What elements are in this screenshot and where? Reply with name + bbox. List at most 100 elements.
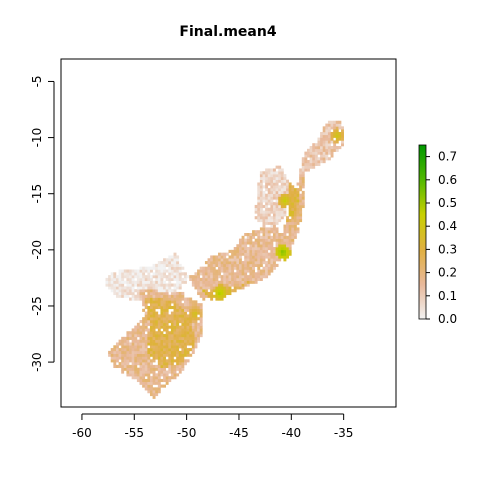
raster-cell — [293, 207, 297, 211]
raster-cell — [223, 272, 227, 276]
raster-cell — [246, 283, 250, 287]
raster-cell — [152, 342, 156, 346]
raster-cell — [176, 373, 180, 377]
raster-cell — [134, 364, 138, 369]
raster-cell — [257, 182, 261, 186]
raster-cell — [265, 233, 269, 237]
raster-cell — [155, 266, 159, 270]
raster-cell — [123, 294, 127, 298]
raster-cell — [299, 182, 303, 186]
raster-cell — [189, 328, 193, 332]
raster-cell — [312, 148, 316, 152]
raster-cell — [168, 367, 172, 371]
raster-cell — [129, 356, 132, 360]
raster-cell — [272, 252, 276, 256]
raster-cell — [149, 392, 153, 397]
raster-cell — [170, 314, 174, 318]
raster-cell — [275, 263, 279, 267]
raster-cell — [186, 308, 190, 312]
colorbar-tick-label: 0.5 — [438, 196, 457, 210]
raster-cell — [155, 294, 159, 298]
raster-cell — [210, 286, 214, 290]
raster-cell — [288, 213, 292, 217]
raster-cell — [197, 277, 201, 282]
raster-cell — [165, 331, 169, 335]
raster-cell — [139, 328, 143, 332]
raster-cell — [176, 286, 180, 290]
raster-cell — [286, 193, 289, 197]
raster-cell — [131, 269, 135, 273]
raster-cell — [178, 317, 182, 321]
raster-cell — [231, 289, 235, 293]
raster-cell — [178, 362, 182, 366]
raster-cell — [291, 241, 295, 245]
raster-cell — [322, 137, 326, 141]
raster-cell — [207, 277, 211, 282]
raster-cell — [157, 283, 161, 287]
raster-cell — [223, 280, 227, 284]
raster-cell — [147, 320, 151, 324]
raster-cell — [291, 235, 295, 239]
raster-cell — [165, 311, 169, 315]
raster-cell — [218, 294, 221, 298]
raster-cell — [299, 199, 303, 203]
raster-cell — [267, 241, 271, 245]
raster-cell — [149, 359, 153, 363]
raster-cell — [147, 289, 151, 293]
raster-cell — [147, 381, 151, 385]
raster-cell — [317, 146, 321, 150]
raster-cell — [184, 280, 187, 284]
raster-cell — [341, 134, 344, 138]
raster-cell — [176, 269, 180, 273]
raster-cell — [246, 263, 250, 267]
raster-cell — [236, 275, 240, 279]
raster-cell — [283, 188, 287, 192]
raster-cell — [131, 370, 135, 374]
raster-cell — [246, 255, 250, 259]
raster-cell — [246, 277, 250, 282]
raster-cell — [157, 356, 161, 360]
raster-cell — [142, 291, 146, 296]
raster-cell — [123, 280, 127, 284]
raster-cell — [215, 291, 219, 296]
raster-cell — [325, 129, 329, 133]
raster-cell — [288, 221, 292, 225]
raster-cell — [270, 235, 274, 239]
raster-cell — [126, 339, 130, 343]
raster-cell — [191, 328, 195, 332]
raster-cell — [288, 207, 292, 211]
raster-cell — [144, 283, 148, 287]
raster-cell — [170, 328, 174, 332]
raster-cell — [330, 120, 334, 124]
raster-cell — [197, 325, 201, 329]
raster-cell — [176, 300, 180, 304]
raster-cell — [173, 334, 177, 338]
raster-cell — [115, 348, 119, 352]
raster-cell — [147, 322, 151, 326]
raster-cell — [246, 266, 250, 270]
raster-cell — [259, 249, 263, 253]
raster-cell — [197, 289, 201, 293]
raster-cell — [278, 185, 282, 189]
raster-cell — [173, 286, 177, 290]
raster-cell — [170, 339, 174, 343]
raster-cell — [113, 277, 117, 282]
raster-cell — [194, 320, 198, 324]
raster-cell — [149, 303, 153, 307]
raster-cell — [283, 255, 287, 259]
raster-cell — [194, 286, 198, 290]
raster-cell — [333, 123, 337, 127]
raster-cell — [265, 221, 269, 225]
raster-cell — [136, 277, 140, 282]
raster-cell — [155, 289, 159, 293]
raster-cell — [136, 286, 140, 290]
raster-cell — [262, 247, 266, 251]
raster-cell — [118, 348, 122, 352]
raster-cell — [275, 193, 279, 197]
raster-cell — [291, 193, 295, 197]
raster-cell — [152, 297, 156, 301]
raster-cell — [178, 272, 182, 276]
raster-cell — [236, 261, 240, 265]
raster-cell — [288, 249, 292, 253]
raster-cell — [252, 241, 255, 245]
